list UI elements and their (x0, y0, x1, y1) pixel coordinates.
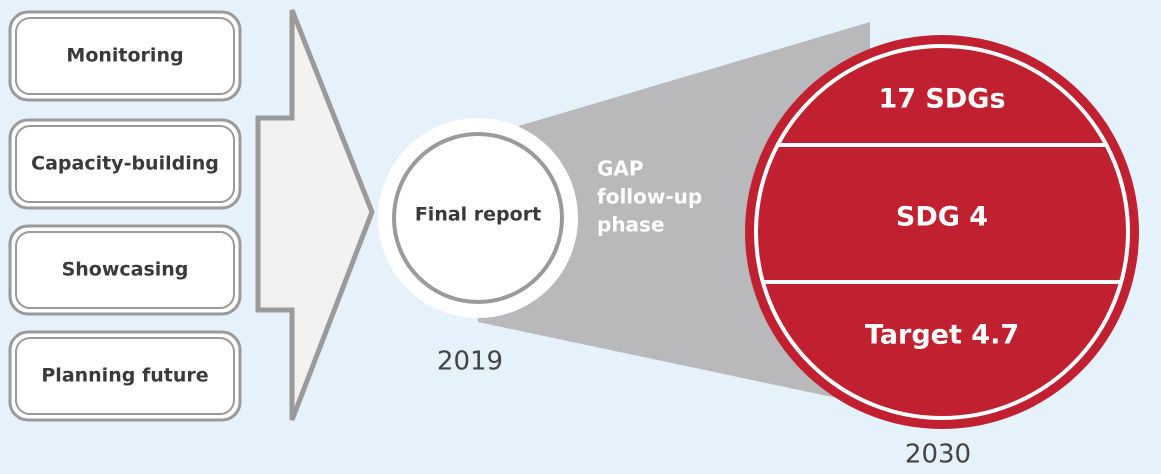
step-label: Showcasing (62, 259, 189, 281)
year-2030: 2030 (905, 440, 971, 470)
goal-level: 17 SDGs (878, 84, 1005, 115)
gap-label: follow-up (597, 185, 702, 209)
step-box (15, 17, 235, 95)
step-label: Planning future (41, 365, 208, 387)
gap-label: phase (597, 213, 665, 237)
step-label: Monitoring (66, 45, 183, 67)
report-label: Final report (415, 204, 541, 226)
goal-level: Target 4.7 (865, 320, 1019, 351)
year-2019: 2019 (437, 347, 503, 377)
arrow (255, 9, 375, 421)
step-label: Capacity-building (31, 153, 219, 175)
step-box (15, 125, 235, 203)
goal-level: SDG 4 (896, 202, 988, 233)
goal-circle (754, 44, 1130, 420)
step-box (15, 231, 235, 309)
gap-label: GAP (597, 157, 644, 181)
step-box (15, 337, 235, 415)
report-circle (392, 132, 564, 304)
